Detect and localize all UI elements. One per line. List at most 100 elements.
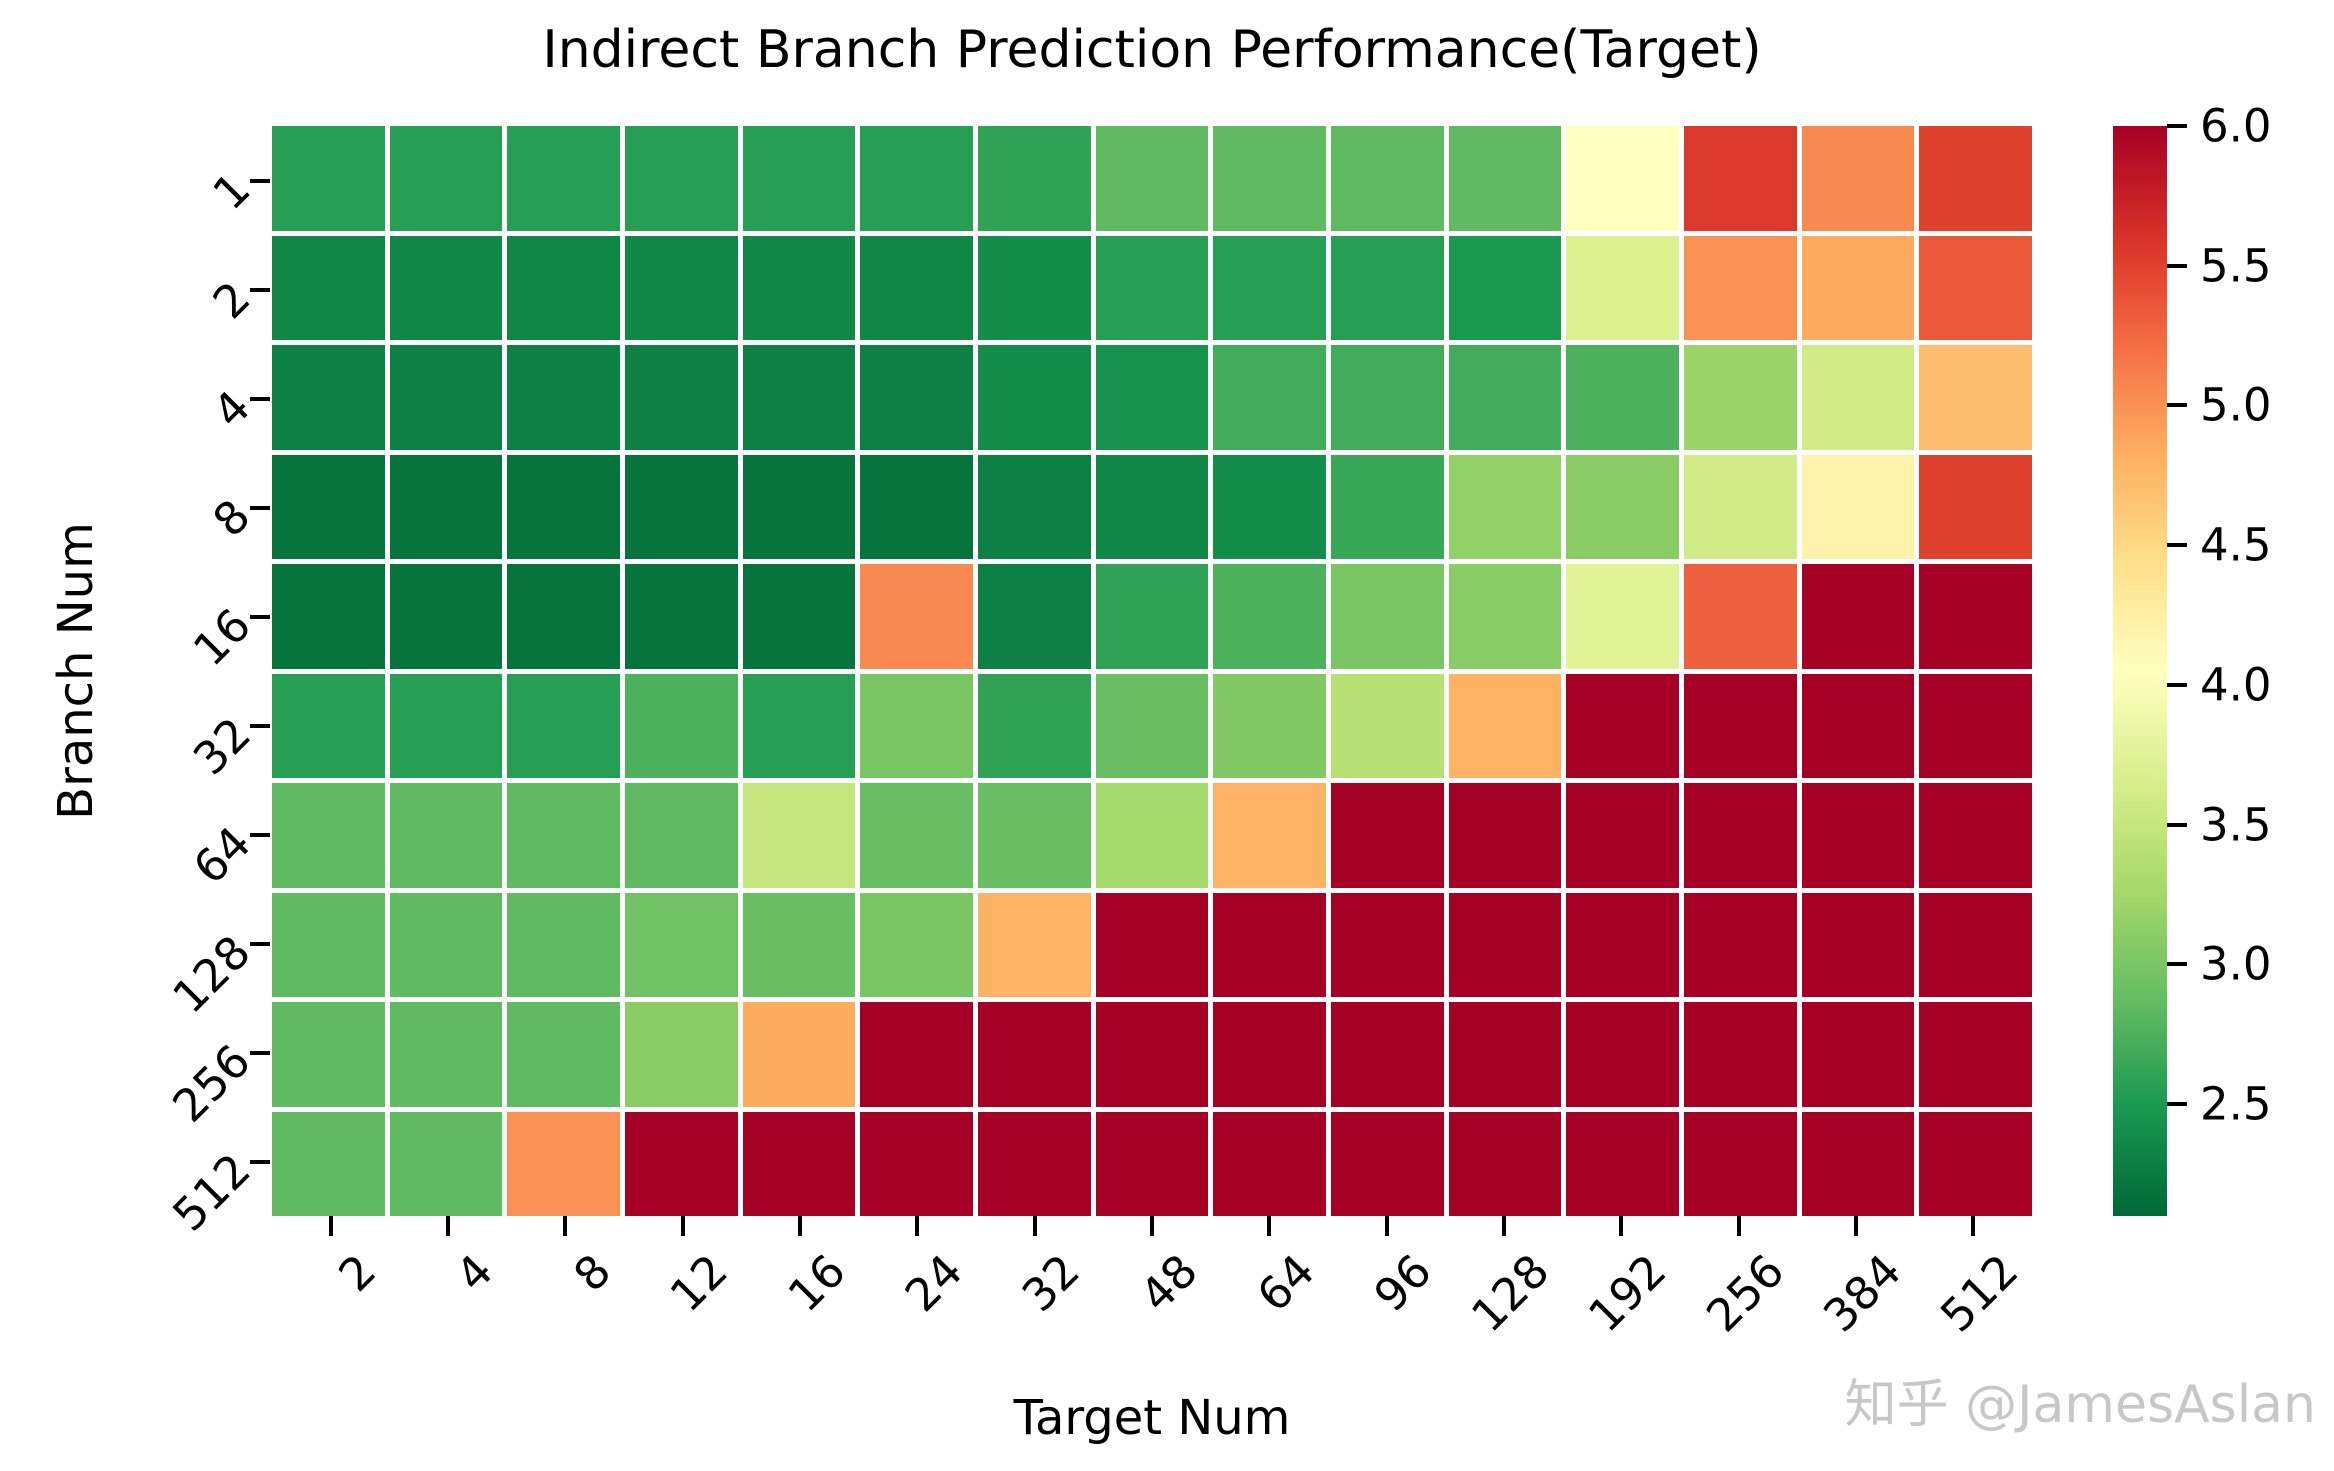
y-tick-label: 32 <box>182 706 261 785</box>
y-tick-label: 64 <box>182 815 261 894</box>
heatmap-cell <box>860 673 973 778</box>
x-tick-mark <box>1032 1216 1037 1236</box>
heatmap-cell <box>742 783 856 888</box>
colorbar-tick-mark <box>2167 403 2187 408</box>
heatmap-cell <box>742 1002 856 1107</box>
heatmap-cell <box>1919 1111 2032 1216</box>
heatmap-cell <box>507 1111 620 1216</box>
y-tick-label: 4 <box>203 379 261 438</box>
heatmap-cell <box>860 235 973 340</box>
heatmap-cell <box>1330 673 1444 778</box>
heatmap-cell <box>860 1002 973 1107</box>
heatmap-cell <box>1213 126 1326 231</box>
heatmap-cell <box>977 126 1091 231</box>
y-tick-label: 128 <box>162 924 261 1023</box>
colorbar-tick-label: 6.0 <box>2200 99 2272 153</box>
heatmap-cell <box>860 454 973 559</box>
heatmap-cell <box>1448 1002 1562 1107</box>
heatmap-cell <box>1330 892 1444 997</box>
x-tick-label: 32 <box>1012 1244 1091 1322</box>
heatmap-cell <box>860 1111 973 1216</box>
x-tick-mark <box>1854 1216 1858 1236</box>
heatmap-cell <box>389 126 503 231</box>
heatmap-cell <box>742 126 856 231</box>
heatmap-cell <box>1683 1111 1797 1216</box>
y-tick-label: 16 <box>182 597 261 676</box>
heatmap-cell <box>1801 564 1915 669</box>
heatmap-cell <box>389 564 503 669</box>
heatmap-cell <box>860 126 973 231</box>
heatmap-cell <box>1566 892 1679 997</box>
heatmap-cell <box>1566 454 1679 559</box>
x-tick-mark <box>1267 1216 1272 1236</box>
heatmap-cell <box>1566 1002 1679 1107</box>
heatmap-cell <box>1448 1111 1562 1216</box>
heatmap-cell <box>742 235 856 340</box>
x-tick-mark <box>446 1216 450 1236</box>
heatmap-cell <box>1919 892 2032 997</box>
colorbar-tick-label: 3.5 <box>2200 798 2272 852</box>
y-tick-mark <box>250 723 270 728</box>
heatmap-cell <box>272 564 385 669</box>
heatmap-cell <box>1566 673 1679 778</box>
colorbar-tick-mark <box>2167 543 2187 548</box>
heatmap-cell <box>272 892 385 997</box>
heatmap-cell <box>977 892 1091 997</box>
heatmap-cell <box>272 783 385 888</box>
y-tick-label: 512 <box>162 1142 261 1241</box>
x-tick-mark <box>328 1216 333 1236</box>
heatmap-cell <box>272 345 385 450</box>
heatmap-cell <box>1919 454 2032 559</box>
heatmap-cell <box>272 454 385 559</box>
y-tick-mark <box>250 287 270 292</box>
heatmap-cell <box>624 892 738 997</box>
heatmap-cell <box>1919 564 2032 669</box>
heatmap-cell <box>1566 345 1679 450</box>
heatmap-cell <box>507 783 620 888</box>
x-tick-label: 512 <box>1930 1244 2029 1343</box>
heatmap-cell <box>1095 892 1209 997</box>
heatmap-cell <box>272 235 385 340</box>
heatmap-cell <box>272 1002 385 1107</box>
x-tick-label: 192 <box>1578 1244 1677 1343</box>
heatmap-cell <box>1801 345 1915 450</box>
heatmap-cell <box>977 345 1091 450</box>
heatmap-cell <box>1683 564 1797 669</box>
x-tick-label: 96 <box>1364 1244 1443 1322</box>
heatmap-cell <box>1330 1111 1444 1216</box>
heatmap-cell <box>1095 235 1209 340</box>
heatmap-cell <box>1095 1002 1209 1107</box>
colorbar-tick-label: 2.5 <box>2200 1077 2272 1131</box>
x-tick-label: 2 <box>328 1244 387 1302</box>
heatmap-cell <box>624 673 738 778</box>
heatmap-cell <box>272 673 385 778</box>
colorbar-tick-mark <box>2167 822 2187 827</box>
x-tick-mark <box>1971 1216 1976 1236</box>
heatmap-cell <box>1566 235 1679 340</box>
heatmap-cell <box>1683 235 1797 340</box>
heatmap-cell <box>624 235 738 340</box>
heatmap-cell <box>1213 1111 1326 1216</box>
x-tick-label: 384 <box>1813 1244 1912 1343</box>
heatmap-cell <box>742 892 856 997</box>
heatmap-cell <box>1330 783 1444 888</box>
heatmap-cell <box>624 1111 738 1216</box>
y-tick-mark <box>250 832 270 837</box>
heatmap-cell <box>1801 1111 1915 1216</box>
heatmap-cell <box>1213 564 1326 669</box>
heatmap-cell <box>1566 564 1679 669</box>
heatmap-cell <box>860 345 973 450</box>
y-tick-mark <box>250 941 270 946</box>
heatmap-cell <box>977 1111 1091 1216</box>
x-tick-label: 48 <box>1129 1244 1208 1322</box>
y-tick-mark <box>250 505 270 510</box>
heatmap-cell <box>272 1111 385 1216</box>
heatmap-cell <box>1095 126 1209 231</box>
heatmap-cell <box>1683 126 1797 231</box>
colorbar-tick-label: 4.0 <box>2200 658 2272 712</box>
y-tick-mark <box>250 178 270 183</box>
heatmap-cell <box>1095 345 1209 450</box>
heatmap-cell <box>1448 892 1562 997</box>
y-tick-mark <box>250 1159 270 1164</box>
